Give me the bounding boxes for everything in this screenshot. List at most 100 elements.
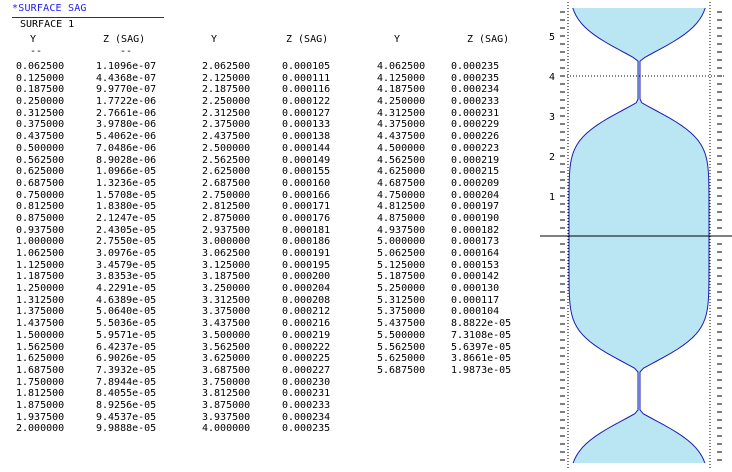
table-row: 0.937500 2.4305e-05 (16, 225, 156, 237)
z-sag-value: 0.000233 (451, 96, 500, 108)
z-sag-value: 0.000181 (282, 224, 331, 236)
y-value: 4.125000 (377, 72, 426, 84)
table-row: 1.062500 3.0976e-05 (16, 248, 156, 260)
z-sag-value: 0.000219 (451, 154, 500, 166)
table-row: 5.312500 0.000117 (377, 295, 511, 307)
z-sag-value: 6.4237e-05 (96, 341, 157, 353)
z-sag-value: 0.000144 (282, 142, 331, 154)
y-value: 0.562500 (16, 154, 65, 166)
col1-z-header: Z (SAG) (103, 34, 146, 45)
z-sag-value: 3.4579e-05 (96, 259, 157, 271)
z-sag-value: 0.000215 (451, 166, 500, 178)
table-row: 4.687500 0.000209 (377, 178, 511, 190)
z-sag-value: 0.000229 (451, 119, 500, 131)
table-row: 0.562500 8.9028e-06 (16, 155, 156, 167)
z-sag-value: 0.000231 (451, 107, 500, 119)
y-value: 5.562500 (377, 341, 426, 353)
y-value: 5.187500 (377, 271, 426, 283)
z-sag-value: 9.9770e-07 (96, 84, 157, 96)
col2-y-header: Y (211, 34, 218, 45)
y-value: 3.812500 (202, 388, 251, 400)
z-sag-value: 3.8353e-05 (96, 271, 157, 283)
y-value: 3.500000 (202, 329, 251, 341)
table-row: 3.250000 0.000204 (202, 283, 330, 295)
table-row: 4.937500 0.000182 (377, 225, 511, 237)
col3-z-header: Z (SAG) (467, 34, 510, 45)
y-value: 3.312500 (202, 294, 251, 306)
table-row: 4.312500 0.000231 (377, 108, 511, 120)
table-row: 1.000000 2.7550e-05 (16, 236, 156, 248)
y-value: 1.500000 (16, 329, 65, 341)
table-row: 5.125000 0.000153 (377, 260, 511, 272)
y-value: 5.687500 (377, 364, 426, 376)
z-sag-value: 0.000204 (282, 283, 331, 295)
table-row: 1.250000 4.2291e-05 (16, 283, 156, 295)
table-row: 0.125000 4.4368e-07 (16, 73, 156, 85)
table-row: 2.875000 0.000176 (202, 213, 330, 225)
y-value: 5.437500 (377, 318, 426, 330)
col3-y-header: Y (394, 34, 401, 45)
z-sag-value: 2.4305e-05 (96, 224, 157, 236)
z-sag-value: 0.000105 (282, 61, 331, 72)
table-row: 4.625000 0.000215 (377, 166, 511, 178)
z-sag-value: 0.000176 (282, 212, 331, 224)
table-row: 3.687500 0.000227 (202, 365, 330, 377)
y-value: 0.250000 (16, 96, 65, 108)
y-value: 3.187500 (202, 271, 251, 283)
z-sag-value: 3.0976e-05 (96, 248, 157, 259)
z-sag-value: 0.000186 (282, 236, 331, 248)
z-sag-value: 0.000166 (282, 189, 331, 201)
z-sag-value: 7.3108e-05 (451, 329, 512, 341)
z-sag-value: 0.000225 (282, 353, 331, 365)
table-row: 3.062500 0.000191 (202, 248, 330, 260)
y-value: 5.125000 (377, 259, 426, 271)
col2-z-header: Z (SAG) (286, 34, 329, 45)
z-sag-value: 1.5708e-05 (96, 189, 157, 201)
y-value: 1.812500 (16, 388, 65, 400)
z-sag-value: 5.6397e-05 (451, 341, 512, 353)
table-row: 0.750000 1.5708e-05 (16, 190, 156, 202)
table-row: 2.562500 0.000149 (202, 155, 330, 167)
y-tick-label: 1 (549, 192, 555, 203)
surface-label: SURFACE 1 (20, 19, 75, 30)
table-row: 5.687500 1.9873e-05 (377, 365, 511, 377)
y-value: 5.625000 (377, 353, 426, 365)
table-row: 0.812500 1.8380e-05 (16, 201, 156, 213)
surface-sag-title-link[interactable]: *SURFACE SAG (12, 3, 87, 14)
table-row: 0.500000 7.0486e-06 (16, 143, 156, 155)
z-sag-value: 0.000191 (282, 248, 331, 259)
y-tick-label: 5 (549, 32, 555, 43)
table-row: 0.875000 2.1247e-05 (16, 213, 156, 225)
z-sag-value: 0.000219 (282, 329, 331, 341)
z-sag-value: 0.000212 (282, 306, 331, 318)
z-sag-value: 2.1247e-05 (96, 212, 157, 224)
y-value: 4.000000 (202, 423, 251, 435)
z-sag-value: 0.000182 (451, 224, 500, 236)
y-value: 1.187500 (16, 271, 65, 283)
z-sag-value: 1.0966e-05 (96, 166, 157, 178)
table-row: 3.937500 0.000234 (202, 412, 330, 424)
z-sag-value: 0.000149 (282, 154, 331, 166)
z-sag-value: 0.000142 (451, 271, 500, 283)
z-sag-value: 4.6389e-05 (96, 294, 157, 306)
z-sag-value: 0.000153 (451, 259, 500, 271)
table-row: 2.937500 0.000181 (202, 225, 330, 237)
table-row: 3.875000 0.000233 (202, 400, 330, 412)
y-value: 1.625000 (16, 353, 65, 365)
y-value: 1.750000 (16, 376, 65, 388)
y-value: 0.812500 (16, 201, 65, 213)
z-sag-value: 1.1096e-07 (96, 61, 157, 72)
y-value: 3.687500 (202, 364, 251, 376)
table-row: 2.500000 0.000144 (202, 143, 330, 155)
z-sag-value: 0.000235 (451, 72, 500, 84)
z-sag-value: 0.000235 (282, 423, 331, 435)
table-row: 5.187500 0.000142 (377, 271, 511, 283)
table-row: 1.312500 4.6389e-05 (16, 295, 156, 307)
y-value: 4.312500 (377, 107, 426, 119)
z-sag-value: 0.000233 (282, 399, 331, 411)
table-row: 2.625000 0.000155 (202, 166, 330, 178)
y-value: 1.562500 (16, 341, 65, 353)
z-sag-value: 0.000117 (451, 294, 500, 306)
z-sag-value: 0.000130 (451, 283, 500, 295)
y-value: 4.375000 (377, 119, 426, 131)
